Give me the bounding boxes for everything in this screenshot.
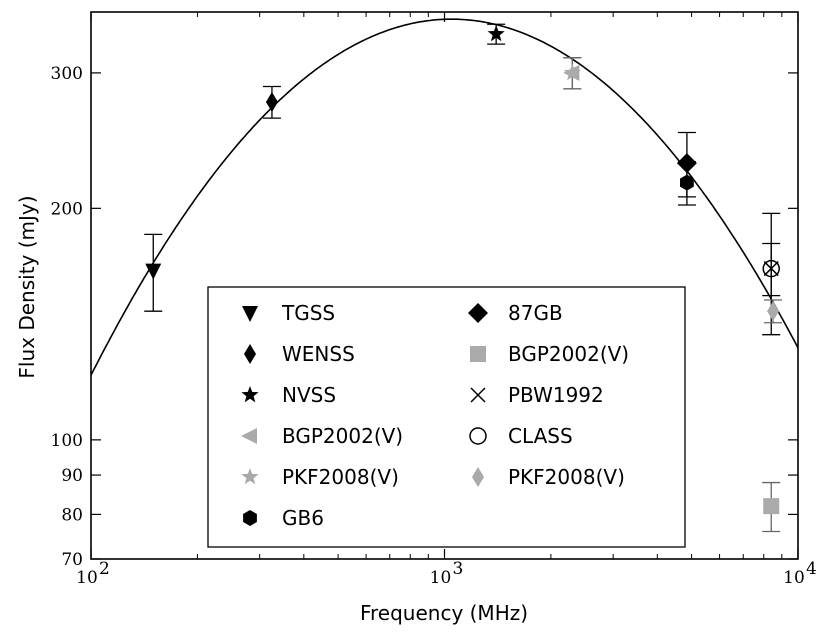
legend-entry-bgp2002-v: BGP2002(V) bbox=[241, 424, 403, 448]
data-point-pkf2008-v bbox=[563, 63, 581, 81]
legend-label: TGSS bbox=[281, 301, 335, 325]
data-point-pkf2008-v bbox=[767, 301, 780, 322]
legend-label: GB6 bbox=[282, 506, 324, 530]
x-axis-title: Frequency (MHz) bbox=[360, 601, 528, 625]
legend-label: WENSS bbox=[282, 342, 355, 366]
y-tick-label: 100 bbox=[51, 431, 83, 451]
x-tick-label-exponent: 2 bbox=[99, 559, 110, 579]
legend-label: PKF2008(V) bbox=[282, 465, 399, 489]
y-axis-title: Flux Density (mJy) bbox=[15, 195, 39, 378]
legend-label: BGP2002(V) bbox=[508, 342, 629, 366]
legend-label: 87GB bbox=[508, 301, 563, 325]
data-point-87gb bbox=[676, 153, 697, 174]
legend-label: PKF2008(V) bbox=[508, 465, 625, 489]
x-tick-label-exponent: 3 bbox=[453, 559, 464, 579]
y-tick-label: 70 bbox=[61, 550, 83, 570]
y-tick-label: 300 bbox=[51, 64, 83, 84]
data-point-nvss bbox=[487, 25, 505, 42]
x-tick-label: 10 bbox=[430, 568, 452, 588]
legend-label: NVSS bbox=[282, 383, 336, 407]
legend-entry-tgss: TGSS bbox=[242, 301, 335, 325]
legend-marker-x bbox=[470, 387, 486, 403]
legend-marker-triangle-down bbox=[242, 306, 258, 322]
legend-marker-diamond bbox=[468, 303, 488, 323]
legend-marker-triangle-left bbox=[241, 428, 257, 444]
legend-entry-pbw1992: PBW1992 bbox=[470, 383, 604, 407]
legend-marker-square bbox=[470, 346, 486, 362]
data-point-tgss bbox=[145, 263, 162, 280]
y-tick-label: 90 bbox=[61, 466, 83, 486]
legend-marker-circle-open bbox=[469, 427, 487, 445]
data-point-bgp2002-v bbox=[763, 498, 780, 515]
legend-marker-thin-diamond bbox=[472, 467, 484, 487]
data-point-class bbox=[762, 259, 780, 278]
legend-entry-gb6: GB6 bbox=[243, 506, 324, 530]
y-tick-label: 80 bbox=[61, 505, 83, 525]
legend-label: PBW1992 bbox=[508, 383, 604, 407]
legend-entry-87gb: 87GB bbox=[468, 301, 563, 325]
x-tick-label: 10 bbox=[783, 568, 805, 588]
x-tick-label-exponent: 4 bbox=[806, 559, 817, 579]
legend-entry-bgp2002-v: BGP2002(V) bbox=[470, 342, 629, 366]
data-points-layer bbox=[145, 25, 780, 515]
data-point-gb6 bbox=[680, 174, 694, 191]
legend-marker-star bbox=[241, 386, 259, 403]
legend-marker-star bbox=[241, 468, 259, 485]
legend-label: BGP2002(V) bbox=[282, 424, 403, 448]
legend-box bbox=[207, 286, 686, 548]
legend-entry-pkf2008-v: PKF2008(V) bbox=[472, 465, 625, 489]
legend-entry-class: CLASS bbox=[469, 424, 573, 448]
legend-entry-pkf2008-v: PKF2008(V) bbox=[241, 465, 399, 489]
x-tick-label: 10 bbox=[76, 568, 98, 588]
y-tick-label: 200 bbox=[51, 199, 83, 219]
legend-label: CLASS bbox=[508, 424, 573, 448]
legend-entry-nvss: NVSS bbox=[241, 383, 336, 407]
data-point-pbw1992 bbox=[763, 261, 779, 277]
legend-marker-hexagon bbox=[243, 510, 257, 526]
legend-marker-thin-diamond bbox=[244, 344, 256, 364]
legend-entry-wenss: WENSS bbox=[244, 342, 355, 366]
data-point-wenss bbox=[265, 91, 278, 112]
legend: TGSS WENSS NVSS BGP2002(V) PKF2008(V) GB6 87GB… bbox=[207, 286, 686, 548]
